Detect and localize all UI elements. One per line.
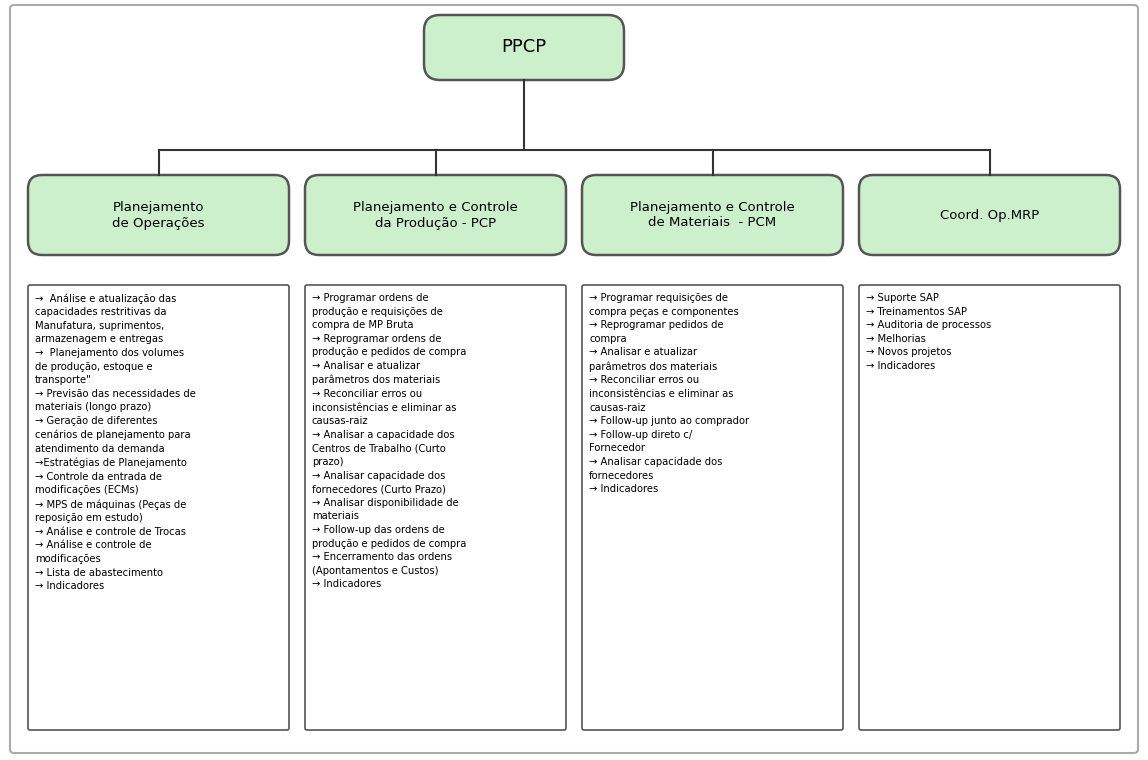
- Text: → Suporte SAP
→ Treinamentos SAP
→ Auditoria de processos
→ Melhorias
→ Novos pr: → Suporte SAP → Treinamentos SAP → Audit…: [866, 293, 991, 371]
- FancyBboxPatch shape: [582, 175, 843, 255]
- Text: →  Análise e atualização das
capacidades restritivas da
Manufatura, suprimentos,: → Análise e atualização das capacidades …: [34, 293, 196, 591]
- Text: Coord. Op.MRP: Coord. Op.MRP: [940, 208, 1039, 221]
- Text: Planejamento
de Operações: Planejamento de Operações: [113, 201, 204, 230]
- Text: Planejamento e Controle
da Produção - PCP: Planejamento e Controle da Produção - PC…: [354, 201, 518, 230]
- FancyBboxPatch shape: [859, 285, 1120, 730]
- Text: → Programar requisições de
compra peças e componentes
→ Reprogramar pedidos de
c: → Programar requisições de compra peças …: [589, 293, 750, 494]
- FancyBboxPatch shape: [424, 15, 625, 80]
- FancyBboxPatch shape: [10, 5, 1138, 753]
- FancyBboxPatch shape: [28, 285, 289, 730]
- Text: → Programar ordens de
produção e requisições de
compra de MP Bruta
→ Reprogramar: → Programar ordens de produção e requisi…: [312, 293, 466, 589]
- FancyBboxPatch shape: [859, 175, 1120, 255]
- FancyBboxPatch shape: [582, 285, 843, 730]
- FancyBboxPatch shape: [28, 175, 289, 255]
- FancyBboxPatch shape: [305, 175, 566, 255]
- Text: PPCP: PPCP: [502, 39, 546, 56]
- FancyBboxPatch shape: [305, 285, 566, 730]
- Text: Planejamento e Controle
de Materiais  - PCM: Planejamento e Controle de Materiais - P…: [630, 201, 794, 230]
